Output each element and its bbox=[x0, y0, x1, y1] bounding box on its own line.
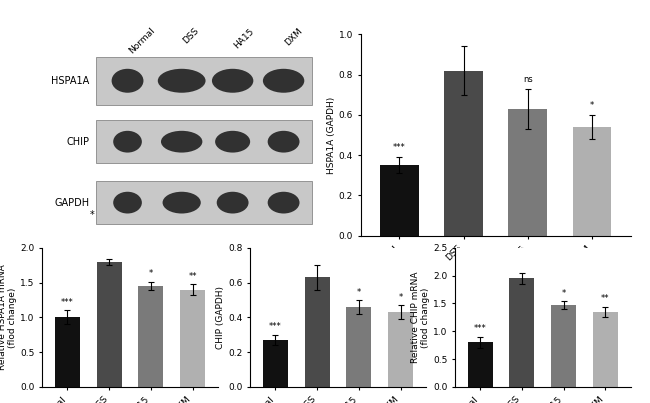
Ellipse shape bbox=[162, 192, 201, 214]
Bar bbox=[346, 307, 371, 387]
Text: *: * bbox=[590, 101, 594, 110]
Text: *: * bbox=[90, 210, 95, 220]
Text: *: * bbox=[562, 289, 566, 298]
Bar bbox=[263, 340, 288, 387]
Bar bbox=[551, 305, 576, 387]
Bar bbox=[388, 312, 413, 387]
Bar bbox=[444, 71, 483, 236]
Text: HA15: HA15 bbox=[233, 26, 256, 50]
Text: ***: *** bbox=[393, 143, 406, 152]
Ellipse shape bbox=[263, 69, 304, 93]
Bar bbox=[593, 312, 618, 387]
Ellipse shape bbox=[215, 131, 250, 153]
Bar bbox=[96, 57, 312, 105]
Bar bbox=[96, 120, 312, 164]
Text: **: ** bbox=[188, 272, 197, 280]
Bar bbox=[96, 181, 312, 224]
Y-axis label: Relative HSPA1A mRNA
(flod change): Relative HSPA1A mRNA (flod change) bbox=[0, 264, 18, 370]
Text: ns: ns bbox=[523, 75, 532, 84]
Text: *: * bbox=[398, 293, 403, 302]
Bar bbox=[55, 318, 80, 387]
Bar bbox=[573, 127, 611, 236]
Text: **: ** bbox=[601, 294, 610, 303]
Text: (b): (b) bbox=[488, 341, 504, 351]
Ellipse shape bbox=[161, 131, 202, 153]
Text: (a): (a) bbox=[158, 248, 174, 258]
Bar bbox=[510, 278, 534, 387]
Text: DXM: DXM bbox=[283, 26, 305, 48]
Text: DSS: DSS bbox=[182, 26, 201, 46]
Bar bbox=[305, 277, 330, 387]
Y-axis label: CHIP (GAPDH): CHIP (GAPDH) bbox=[216, 286, 226, 349]
Bar bbox=[180, 290, 205, 387]
Ellipse shape bbox=[158, 69, 205, 93]
Ellipse shape bbox=[216, 192, 248, 214]
Text: ***: *** bbox=[61, 298, 73, 307]
Text: *: * bbox=[357, 287, 361, 297]
Ellipse shape bbox=[268, 131, 300, 153]
Bar bbox=[97, 262, 122, 387]
Bar bbox=[508, 109, 547, 236]
Text: ***: *** bbox=[474, 324, 486, 333]
Ellipse shape bbox=[113, 192, 142, 214]
Text: CHIP: CHIP bbox=[66, 137, 89, 147]
Ellipse shape bbox=[212, 69, 254, 93]
Ellipse shape bbox=[268, 192, 300, 214]
Text: GAPDH: GAPDH bbox=[54, 197, 89, 208]
Bar bbox=[138, 286, 163, 387]
Text: *: * bbox=[149, 270, 153, 278]
Ellipse shape bbox=[112, 69, 144, 93]
Text: ***: *** bbox=[269, 322, 281, 331]
Text: Normal: Normal bbox=[127, 26, 157, 56]
Y-axis label: HSPA1A (GAPDH): HSPA1A (GAPDH) bbox=[327, 96, 336, 174]
Y-axis label: Relative CHIP mRNA
(flod change): Relative CHIP mRNA (flod change) bbox=[411, 272, 430, 363]
Bar bbox=[380, 165, 419, 236]
Text: HSPA1A: HSPA1A bbox=[51, 76, 89, 86]
Bar bbox=[467, 343, 493, 387]
Ellipse shape bbox=[113, 131, 142, 153]
